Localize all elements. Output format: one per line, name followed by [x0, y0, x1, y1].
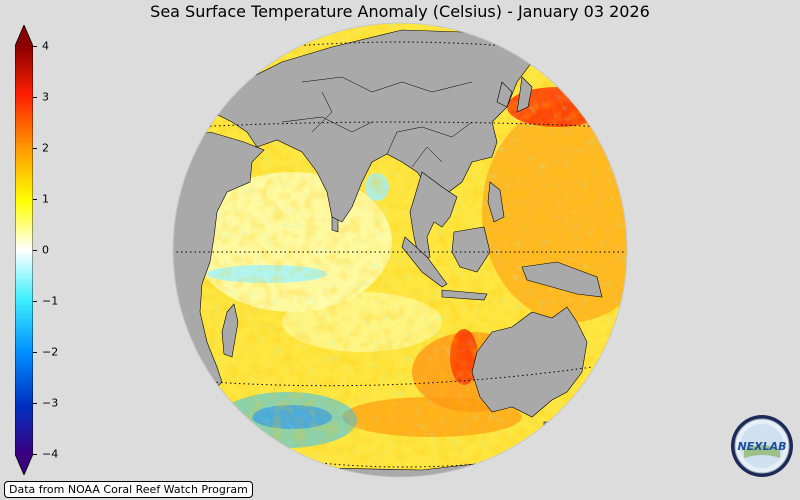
land-tasmania — [543, 421, 555, 433]
land-madagascar — [221, 303, 239, 358]
latitude-30n — [191, 121, 609, 128]
colorbar-tick-mark — [33, 352, 37, 353]
colorbar-tick-label: −3 — [42, 396, 59, 410]
latitude-60n — [281, 41, 519, 48]
land-korea-japan — [496, 76, 533, 113]
colorbar-tick-label: 4 — [42, 39, 49, 53]
latitude-30s — [211, 366, 593, 387]
colorbar-upper-extend — [15, 25, 33, 46]
colorbar-tick-mark — [33, 454, 37, 455]
colorbar-tick-label: −1 — [42, 294, 59, 308]
land-philippines — [487, 181, 505, 223]
land-sri-lanka — [331, 216, 339, 233]
colorbar — [15, 25, 33, 475]
globe-map — [172, 22, 628, 478]
colorbar-tick-label: −4 — [42, 447, 59, 461]
colorbar-tick-mark — [33, 46, 37, 47]
colorbar-tick-mark — [33, 250, 37, 251]
colorbar-tick-mark — [33, 403, 37, 404]
land-indochina — [409, 171, 458, 263]
colorbar-tick-label: 2 — [42, 141, 49, 155]
colorbar-tick-mark — [33, 148, 37, 149]
land-sumatra — [401, 236, 448, 288]
colorbar-tick-label: 3 — [42, 90, 49, 104]
colorbar-lower-extend — [15, 454, 33, 475]
land-java — [441, 289, 488, 301]
land-australia — [471, 306, 588, 418]
nexlab-logo-icon: NEXLAB — [731, 415, 793, 477]
colorbar-tick-label: −2 — [42, 345, 59, 359]
colorbar-tick-mark — [33, 97, 37, 98]
map-title: Sea Surface Temperature Anomaly (Celsius… — [150, 2, 650, 21]
data-credit-label: Data from NOAA Coral Reef Watch Program — [4, 481, 253, 498]
colorbar-tick-label: 1 — [42, 192, 49, 206]
land-new-guinea — [521, 261, 603, 298]
colorbar-gradient — [15, 46, 33, 454]
colorbar-tick-mark — [33, 199, 37, 200]
colorbar-tick-mark — [33, 301, 37, 302]
logo-text: NEXLAB — [737, 440, 786, 453]
colorbar-tick-label: 0 — [42, 243, 49, 257]
